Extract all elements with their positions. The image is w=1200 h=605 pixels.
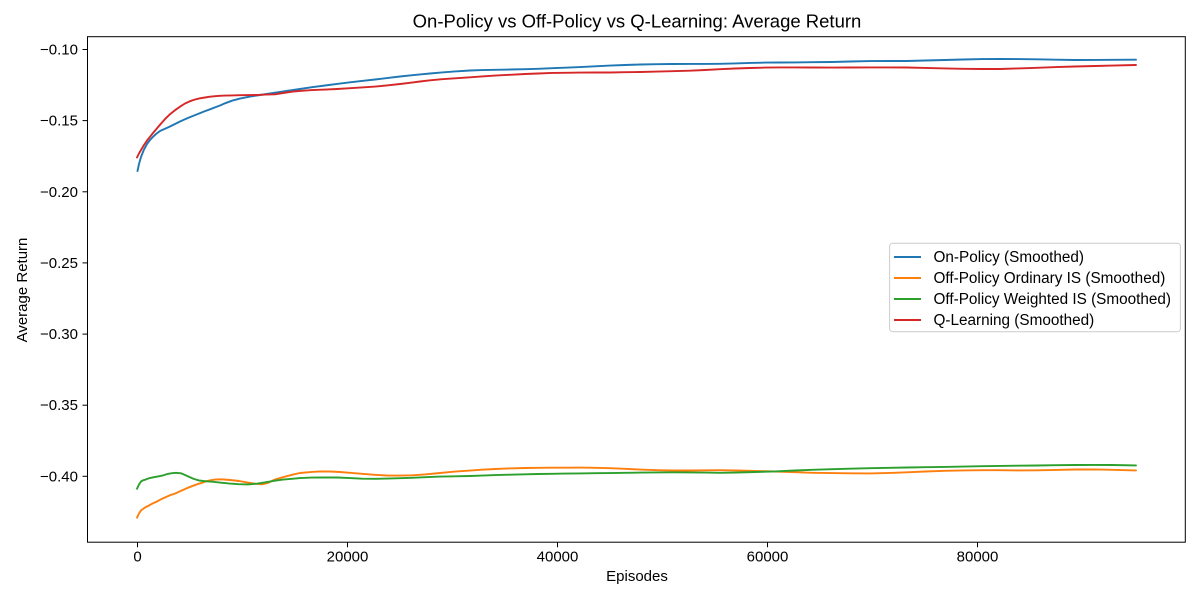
- svg-text:20000: 20000: [327, 549, 369, 566]
- svg-text:On-Policy vs Off-Policy vs Q-L: On-Policy vs Off-Policy vs Q-Learning: A…: [413, 11, 862, 32]
- svg-text:−0.10: −0.10: [40, 42, 78, 59]
- svg-text:−0.20: −0.20: [40, 184, 78, 201]
- svg-text:Episodes: Episodes: [606, 568, 668, 585]
- svg-text:Average Return: Average Return: [14, 238, 31, 343]
- svg-text:−0.25: −0.25: [40, 255, 78, 272]
- svg-text:Off-Policy Ordinary IS (Smooth: Off-Policy Ordinary IS (Smoothed): [934, 270, 1166, 287]
- svg-text:80000: 80000: [957, 549, 999, 566]
- svg-text:−0.30: −0.30: [40, 326, 78, 343]
- svg-text:−0.35: −0.35: [40, 397, 78, 414]
- svg-text:Q-Learning (Smoothed): Q-Learning (Smoothed): [934, 312, 1095, 329]
- svg-text:Off-Policy Weighted IS (Smooth: Off-Policy Weighted IS (Smoothed): [934, 291, 1172, 308]
- svg-text:0: 0: [133, 549, 141, 566]
- svg-text:−0.40: −0.40: [40, 468, 78, 485]
- svg-text:On-Policy (Smoothed): On-Policy (Smoothed): [934, 249, 1084, 266]
- svg-text:40000: 40000: [537, 549, 579, 566]
- svg-text:−0.15: −0.15: [40, 113, 78, 130]
- svg-text:60000: 60000: [747, 549, 789, 566]
